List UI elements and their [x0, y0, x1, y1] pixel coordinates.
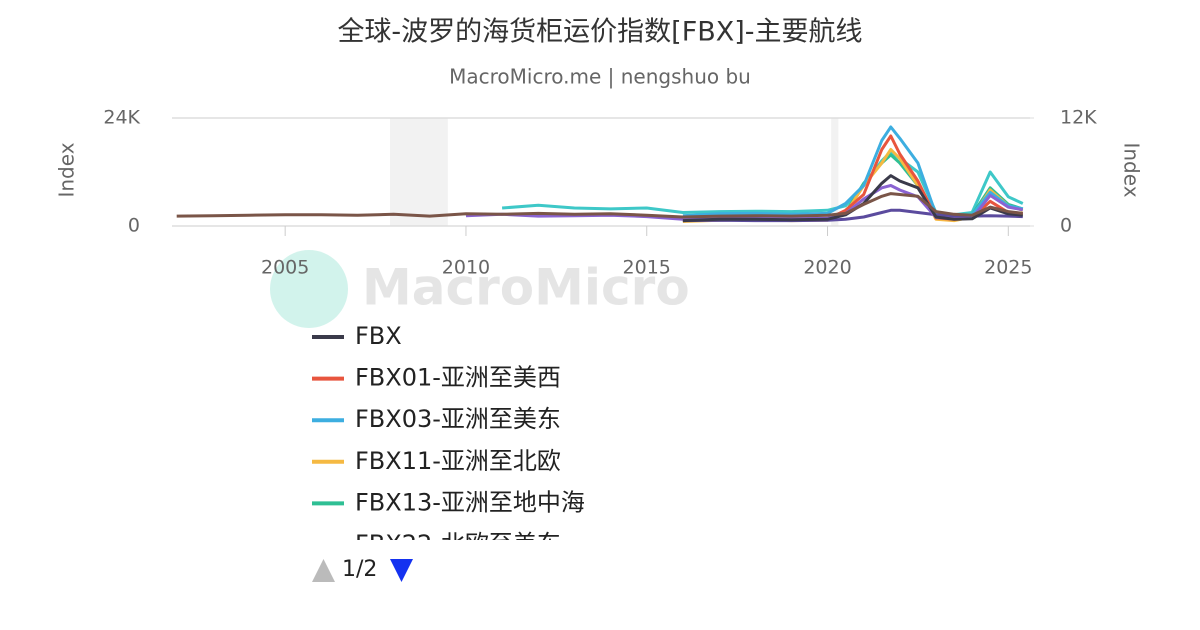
- legend-label: FBX22-北欧至美东: [355, 530, 561, 558]
- series-line: [501, 150, 1024, 217]
- x-tick-label: 2010: [442, 257, 490, 279]
- x-tick-label: 2020: [803, 257, 851, 279]
- series-line: [682, 125, 1024, 218]
- legend-label: FBX: [355, 322, 402, 350]
- chart-title: 全球-波罗的海货柜运价指数[FBX]-主要航线: [337, 17, 862, 48]
- x-tick-label: 2015: [623, 257, 671, 279]
- legend: FBX FBX01-亚洲至美西 FBX03-亚洲至美东 FBX11-亚洲至北欧 FBX1…: [312, 322, 585, 558]
- legend-label: FBX01-亚洲至美西: [355, 364, 561, 392]
- pager-up[interactable]: [312, 559, 335, 582]
- legend-pager: 1/2: [312, 557, 413, 582]
- watermark-logo: [270, 250, 348, 328]
- shaded-range: [390, 118, 448, 226]
- x-tick-label: 2025: [984, 257, 1032, 279]
- pager-label: 1/2: [342, 557, 377, 582]
- watermark-text: MacroMicro: [362, 259, 690, 317]
- legend-label: FBX11-亚洲至北欧: [355, 447, 561, 475]
- x-tick-label: 2005: [261, 257, 309, 279]
- chart-subtitle: MacroMicro.me | nengshuo bu: [449, 65, 751, 89]
- pager-down[interactable]: [390, 559, 413, 582]
- y2-tick-label: 12K: [1060, 107, 1097, 129]
- y-tick-label: 0: [128, 215, 140, 237]
- y-tick-label: 24K: [103, 107, 140, 129]
- y2-axis-title: Index: [1120, 142, 1144, 197]
- plot-area: 0 24K 0 12K 2005 2010 2015 2020 2025: [103, 107, 1097, 279]
- y-axis-title: Index: [55, 142, 79, 197]
- series-line: [682, 174, 1023, 223]
- watermark: MacroMicro: [270, 250, 690, 328]
- legend-label: FBX03-亚洲至美东: [355, 405, 561, 433]
- y2-tick-label: 0: [1060, 215, 1072, 237]
- legend-label: FBX13-亚洲至地中海: [355, 488, 585, 516]
- shaded-range: [831, 118, 839, 226]
- series-line: [176, 192, 1023, 219]
